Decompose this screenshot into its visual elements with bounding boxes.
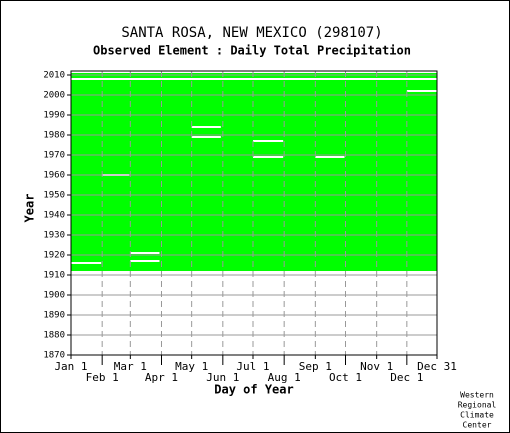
data-gap	[71, 78, 437, 80]
x-tick-label: Aug 1	[268, 371, 301, 384]
y-tick-label: 2010	[43, 71, 65, 81]
y-tick-label: 1900	[43, 291, 65, 301]
x-tick-label: Sep 1	[299, 360, 332, 373]
data-gap	[315, 156, 345, 158]
x-tick-label: Jul 1	[236, 360, 269, 373]
y-tick-label: 1920	[43, 251, 65, 261]
data-gap	[252, 156, 284, 158]
plot-border	[70, 70, 438, 356]
data-gap	[191, 126, 221, 128]
data-gap	[252, 140, 284, 142]
x-tick-label: Apr 1	[145, 371, 178, 384]
x-tick-label: Dec 31	[417, 360, 457, 373]
y-tick-label: 1970	[43, 151, 65, 161]
x-tick-label: Jun 1	[206, 371, 239, 384]
y-tick-label: 1870	[43, 351, 65, 361]
x-axis-label: Day of Year	[214, 383, 293, 397]
chart-subtitle: Observed Element : Daily Total Precipita…	[93, 44, 411, 58]
y-tick-label: 1930	[43, 231, 65, 241]
y-tick-label: 1960	[43, 171, 65, 181]
chart-title: SANTA ROSA, NEW MEXICO (298107)	[121, 25, 382, 41]
x-tick-label: Oct 1	[329, 371, 362, 384]
data-gap	[130, 252, 160, 254]
credit: Climate	[460, 411, 494, 420]
credit: Center	[463, 421, 492, 430]
x-tick-label: May 1	[175, 360, 208, 373]
credit: Regional	[458, 401, 497, 410]
data-gap	[406, 90, 437, 92]
y-tick-label: 1910	[43, 271, 65, 281]
data-gap	[71, 262, 102, 264]
x-tick-label: Jan 1	[54, 360, 87, 373]
y-tick-label: 1940	[43, 211, 65, 221]
y-tick-label: 1950	[43, 191, 65, 201]
data-gap	[191, 136, 221, 138]
y-tick-label: 1980	[43, 131, 65, 141]
y-tick-label: 1880	[43, 331, 65, 341]
credit: Western	[460, 391, 494, 400]
data-gap	[130, 260, 160, 262]
x-tick-label: Dec 1	[390, 371, 423, 384]
x-tick-label: Mar 1	[114, 360, 147, 373]
y-tick-label: 2000	[43, 91, 65, 101]
x-tick-label: Nov 1	[360, 360, 393, 373]
y-tick-label: 1890	[43, 311, 65, 321]
y-axis-label: Year	[23, 194, 37, 223]
x-tick-label: Feb 1	[86, 371, 119, 384]
data-block	[71, 73, 437, 271]
y-tick-label: 1990	[43, 111, 65, 121]
